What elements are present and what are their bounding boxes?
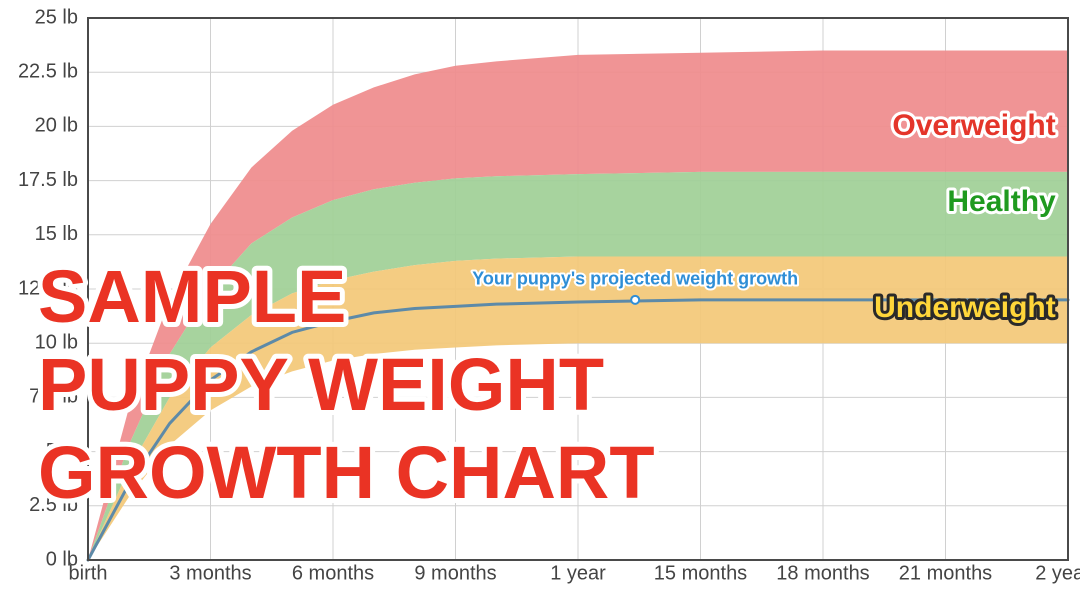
projected-weight-marker <box>631 296 639 304</box>
svg-text:Overweight: Overweight <box>892 109 1055 142</box>
svg-text:18 months: 18 months <box>776 563 869 585</box>
svg-text:Your puppy's projected weight: Your puppy's projected weight growth <box>472 269 798 289</box>
svg-text:20 lb: 20 lb <box>35 115 78 137</box>
projected-weight-label: Your puppy's projected weight growthYour… <box>472 269 798 289</box>
svg-text:25 lb: 25 lb <box>35 6 78 28</box>
svg-text:17.5 lb: 17.5 lb <box>18 169 78 191</box>
svg-text:2 years: 2 years <box>1035 563 1080 585</box>
svg-text:22.5 lb: 22.5 lb <box>18 60 78 82</box>
svg-text:15 months: 15 months <box>654 563 747 585</box>
healthy-label: HealthyHealthy <box>947 185 1056 218</box>
svg-text:15 lb: 15 lb <box>35 223 78 245</box>
svg-text:6 months: 6 months <box>292 563 374 585</box>
svg-text:9 months: 9 months <box>414 563 496 585</box>
svg-text:Underweight: Underweight <box>874 291 1056 324</box>
svg-text:GROWTH CHART: GROWTH CHART <box>38 431 655 514</box>
svg-text:Healthy: Healthy <box>947 185 1056 218</box>
svg-text:3 months: 3 months <box>169 563 251 585</box>
underweight-label: UnderweightUnderweight <box>874 291 1056 324</box>
x-axis-labels: birth 3 months 6 months 9 months 1 year 15 mo… <box>69 563 1080 585</box>
puppy-weight-chart: Your puppy's projected weight growthYour… <box>0 0 1080 612</box>
svg-text:SAMPLE: SAMPLE <box>38 255 346 338</box>
svg-text:birth: birth <box>69 563 108 585</box>
svg-text:PUPPY WEIGHT: PUPPY WEIGHT <box>38 343 604 426</box>
chart-svg: Your puppy's projected weight growthYour… <box>0 0 1080 612</box>
svg-text:1 year: 1 year <box>550 563 606 585</box>
svg-text:21 months: 21 months <box>899 563 992 585</box>
overweight-label: OverweightOverweight <box>892 109 1055 142</box>
